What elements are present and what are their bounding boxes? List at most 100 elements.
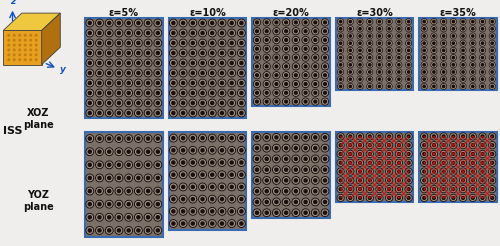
Circle shape	[322, 198, 328, 206]
Circle shape	[470, 142, 476, 149]
Circle shape	[254, 210, 260, 215]
Circle shape	[86, 161, 94, 169]
Circle shape	[275, 136, 278, 139]
Circle shape	[116, 30, 121, 36]
Circle shape	[274, 64, 279, 69]
Circle shape	[201, 161, 204, 164]
Circle shape	[302, 28, 309, 34]
Bar	[168, 132, 246, 230]
Circle shape	[263, 166, 270, 173]
Circle shape	[127, 101, 130, 105]
Circle shape	[170, 59, 177, 67]
Circle shape	[200, 70, 205, 76]
Circle shape	[282, 198, 290, 206]
Circle shape	[314, 65, 316, 68]
Circle shape	[230, 51, 233, 55]
Circle shape	[240, 81, 243, 85]
Circle shape	[470, 33, 476, 39]
Circle shape	[88, 189, 92, 193]
Circle shape	[303, 73, 308, 78]
Text: YOZ
plane: YOZ plane	[22, 190, 54, 212]
Circle shape	[96, 188, 102, 194]
Circle shape	[182, 111, 184, 115]
Circle shape	[386, 84, 392, 89]
Circle shape	[118, 51, 120, 55]
Circle shape	[398, 85, 400, 88]
Circle shape	[136, 50, 141, 56]
Circle shape	[265, 157, 268, 160]
Circle shape	[254, 81, 260, 87]
Circle shape	[338, 70, 342, 74]
Circle shape	[282, 166, 290, 173]
Circle shape	[408, 49, 410, 52]
Circle shape	[378, 48, 382, 52]
Circle shape	[322, 177, 328, 184]
Circle shape	[220, 198, 224, 201]
Circle shape	[422, 187, 426, 192]
Circle shape	[348, 33, 353, 39]
Circle shape	[180, 50, 186, 56]
Circle shape	[406, 142, 412, 149]
Circle shape	[273, 46, 280, 52]
Circle shape	[155, 40, 160, 46]
Circle shape	[200, 40, 205, 46]
Circle shape	[200, 60, 205, 66]
Circle shape	[406, 159, 412, 166]
Circle shape	[450, 26, 456, 31]
Circle shape	[192, 21, 194, 25]
Circle shape	[358, 41, 362, 45]
Circle shape	[338, 40, 344, 46]
Circle shape	[146, 92, 150, 94]
Circle shape	[108, 31, 111, 34]
Circle shape	[358, 56, 362, 60]
Circle shape	[421, 159, 428, 166]
Circle shape	[146, 201, 151, 207]
Circle shape	[441, 40, 446, 46]
Circle shape	[396, 160, 402, 165]
Circle shape	[229, 135, 234, 141]
Circle shape	[368, 161, 371, 164]
Circle shape	[442, 20, 445, 23]
Circle shape	[220, 137, 224, 140]
Circle shape	[106, 89, 113, 97]
Circle shape	[480, 19, 485, 24]
Circle shape	[156, 101, 160, 105]
Circle shape	[98, 71, 101, 75]
Circle shape	[190, 90, 196, 96]
Circle shape	[423, 188, 426, 191]
Circle shape	[266, 21, 268, 24]
Circle shape	[156, 229, 160, 232]
Circle shape	[432, 70, 436, 74]
Circle shape	[396, 134, 402, 139]
Circle shape	[452, 41, 456, 45]
Circle shape	[462, 188, 464, 191]
Circle shape	[146, 203, 150, 206]
Circle shape	[312, 187, 319, 195]
Circle shape	[189, 183, 196, 191]
Circle shape	[275, 200, 278, 203]
Circle shape	[462, 135, 464, 138]
Circle shape	[450, 55, 456, 60]
Circle shape	[272, 198, 280, 206]
Circle shape	[472, 197, 474, 199]
Circle shape	[229, 50, 234, 56]
Circle shape	[106, 214, 113, 221]
Circle shape	[480, 63, 484, 67]
Circle shape	[451, 143, 456, 148]
Circle shape	[126, 215, 132, 220]
Circle shape	[118, 62, 120, 64]
Circle shape	[180, 171, 187, 178]
Circle shape	[106, 110, 112, 116]
Circle shape	[322, 72, 328, 78]
Circle shape	[358, 69, 363, 75]
Circle shape	[358, 144, 362, 147]
Circle shape	[156, 150, 160, 153]
Circle shape	[210, 60, 215, 66]
Circle shape	[266, 83, 268, 85]
Circle shape	[230, 62, 233, 64]
Circle shape	[172, 21, 175, 25]
Circle shape	[254, 37, 260, 43]
Circle shape	[470, 77, 476, 82]
Circle shape	[440, 168, 447, 175]
Circle shape	[432, 153, 436, 155]
